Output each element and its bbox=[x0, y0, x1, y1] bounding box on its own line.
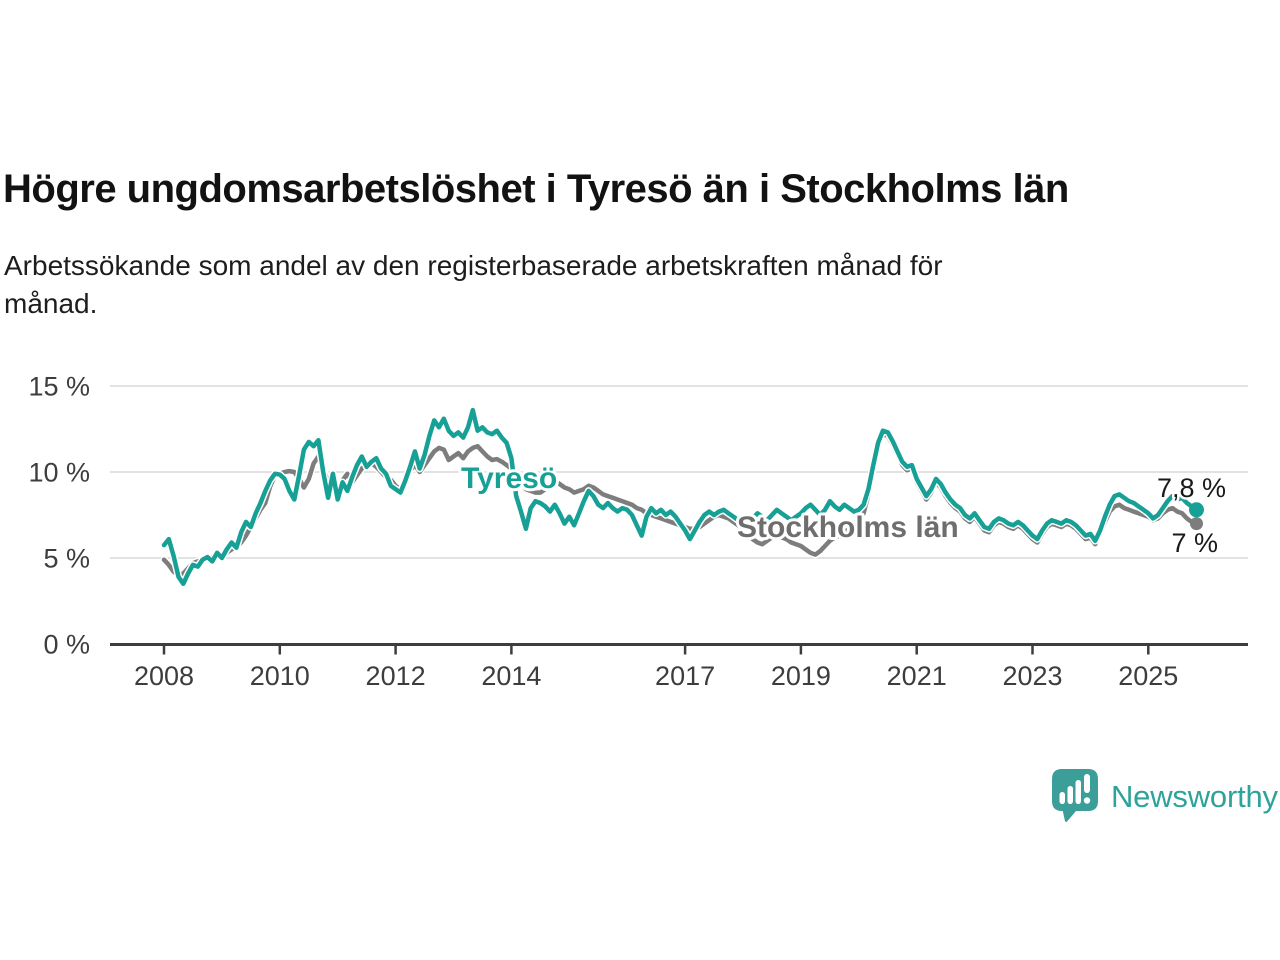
y-axis-label: 15 % bbox=[28, 372, 90, 402]
logo-exclamation-stem bbox=[1084, 774, 1090, 793]
x-axis-label: 2017 bbox=[655, 661, 715, 691]
y-axis-label: 0 % bbox=[43, 630, 90, 660]
newsworthy-logo[interactable]: Newsworthy bbox=[1052, 768, 1278, 825]
unemployment-line-chart: 15 % 10 % 5 % 0 % 2008 2010 2012 2014 2017 2019 20… bbox=[28, 372, 1248, 691]
stockholms-lan-end-value-label: 7 % bbox=[1171, 528, 1218, 558]
x-axis-label: 2023 bbox=[1002, 661, 1062, 691]
stockholms-lan-end-dot bbox=[1190, 517, 1203, 531]
newsworthy-wordmark: Newsworthy bbox=[1111, 778, 1278, 814]
chart-subtitle-line1: Arbetssökande som andel av den registerb… bbox=[4, 250, 943, 281]
x-axis-label: 2019 bbox=[771, 661, 831, 691]
chart-subtitle-line2: månad. bbox=[4, 288, 98, 319]
logo-bar-2 bbox=[1067, 786, 1073, 804]
x-axis-label: 2012 bbox=[366, 661, 426, 691]
chart-title: Högre ungdomsarbetslöshet i Tyresö än i … bbox=[3, 166, 1069, 211]
x-axis-label: 2008 bbox=[134, 661, 194, 691]
logo-bar-1 bbox=[1059, 792, 1065, 804]
y-axis-label: 10 % bbox=[28, 458, 90, 488]
chart-subtitle: Arbetssökande som andel av den registerb… bbox=[4, 247, 943, 323]
speech-bubble-shape bbox=[1052, 769, 1098, 823]
stockholms-lan-series-label: Stockholms län bbox=[737, 511, 959, 544]
y-axis-label: 5 % bbox=[43, 544, 90, 574]
tyreso-series-label: Tyresö bbox=[461, 462, 557, 495]
logo-bar-3 bbox=[1075, 780, 1081, 804]
tyreso-end-dot bbox=[1189, 502, 1204, 518]
logo-exclamation-dot bbox=[1083, 797, 1091, 804]
x-axis-label: 2025 bbox=[1118, 661, 1178, 691]
newsworthy-logo-icon bbox=[1052, 769, 1098, 823]
tyreso-end-value-label: 7,8 % bbox=[1157, 473, 1226, 503]
x-axis-label: 2014 bbox=[481, 661, 541, 691]
x-axis-label: 2010 bbox=[250, 661, 310, 691]
x-axis-label: 2021 bbox=[887, 661, 947, 691]
tyreso-line bbox=[161, 407, 1199, 587]
